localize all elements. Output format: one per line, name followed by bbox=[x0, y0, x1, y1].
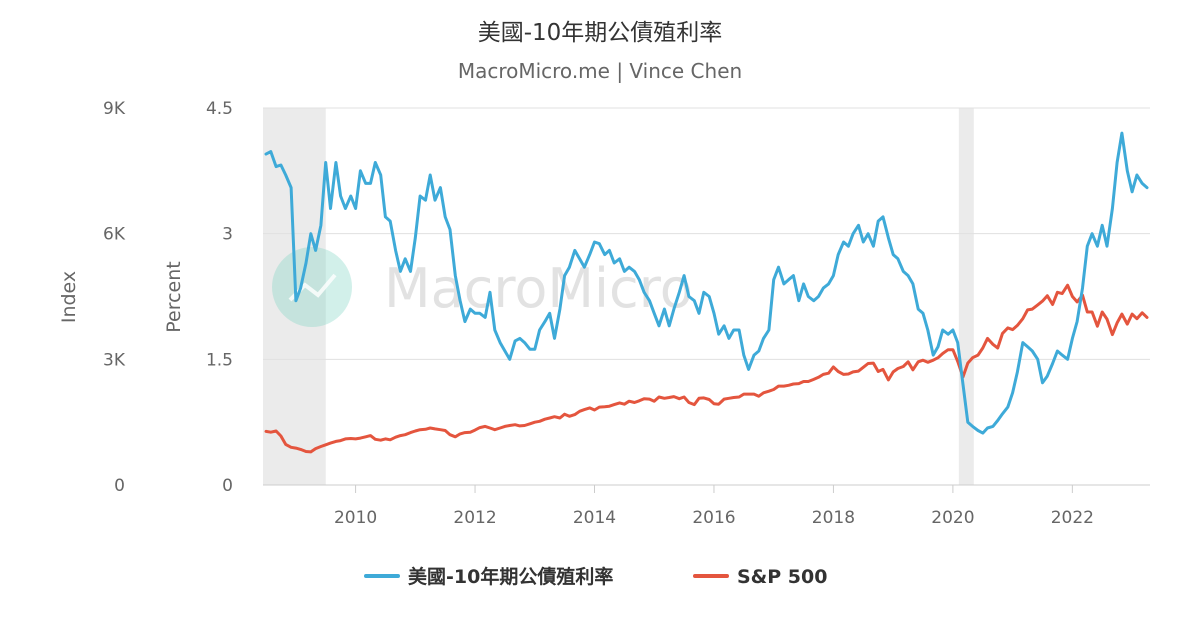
legend-label: S&P 500 bbox=[737, 566, 827, 588]
left-tick-label: 9K bbox=[103, 99, 126, 119]
right-tick-label: 0 bbox=[222, 476, 233, 496]
x-axis: 2010 2012 2014 2016 2018 2020 2022 bbox=[334, 485, 1094, 528]
x-tick-label: 2014 bbox=[573, 508, 616, 528]
left-tick-label: 3K bbox=[103, 350, 126, 370]
legend-item-sp500[interactable]: S&P 500 bbox=[693, 566, 827, 588]
series-line-sp500 bbox=[264, 283, 1149, 454]
right-tick-label: 4.5 bbox=[206, 99, 233, 119]
right-axis: 4.5 3 1.5 0 bbox=[206, 99, 233, 496]
x-tick-label: 2018 bbox=[812, 508, 855, 528]
x-tick-label: 2020 bbox=[931, 508, 974, 528]
left-axis: 9K 6K 3K 0 bbox=[103, 99, 126, 496]
legend-item-yield[interactable]: 美國-10年期公債殖利率 bbox=[364, 565, 613, 588]
x-tick-label: 2012 bbox=[453, 508, 496, 528]
legend-label: 美國-10年期公債殖利率 bbox=[408, 565, 613, 588]
chart-title: 美國-10年期公債殖利率 bbox=[478, 20, 723, 46]
x-tick-label: 2016 bbox=[692, 508, 735, 528]
shaded-period-1 bbox=[958, 108, 974, 485]
right-tick-label: 1.5 bbox=[206, 350, 233, 370]
right-tick-label: 3 bbox=[222, 225, 233, 245]
series-line-yield bbox=[264, 131, 1149, 435]
watermark-logo-icon bbox=[272, 247, 352, 327]
gridlines bbox=[263, 107, 1150, 486]
left-tick-label: 0 bbox=[114, 476, 125, 496]
right-axis-label: Percent bbox=[163, 261, 185, 333]
legend: 美國-10年期公債殖利率 S&P 500 bbox=[364, 565, 827, 588]
x-tick-label: 2010 bbox=[334, 508, 377, 528]
chart-subtitle: MacroMicro.me | Vince Chen bbox=[458, 59, 742, 83]
watermark-text: MacroMicro bbox=[384, 257, 693, 320]
left-tick-label: 6K bbox=[103, 225, 126, 245]
left-axis-label: Index bbox=[58, 271, 80, 323]
series-lines bbox=[264, 131, 1149, 454]
x-tick-label: 2022 bbox=[1051, 508, 1094, 528]
